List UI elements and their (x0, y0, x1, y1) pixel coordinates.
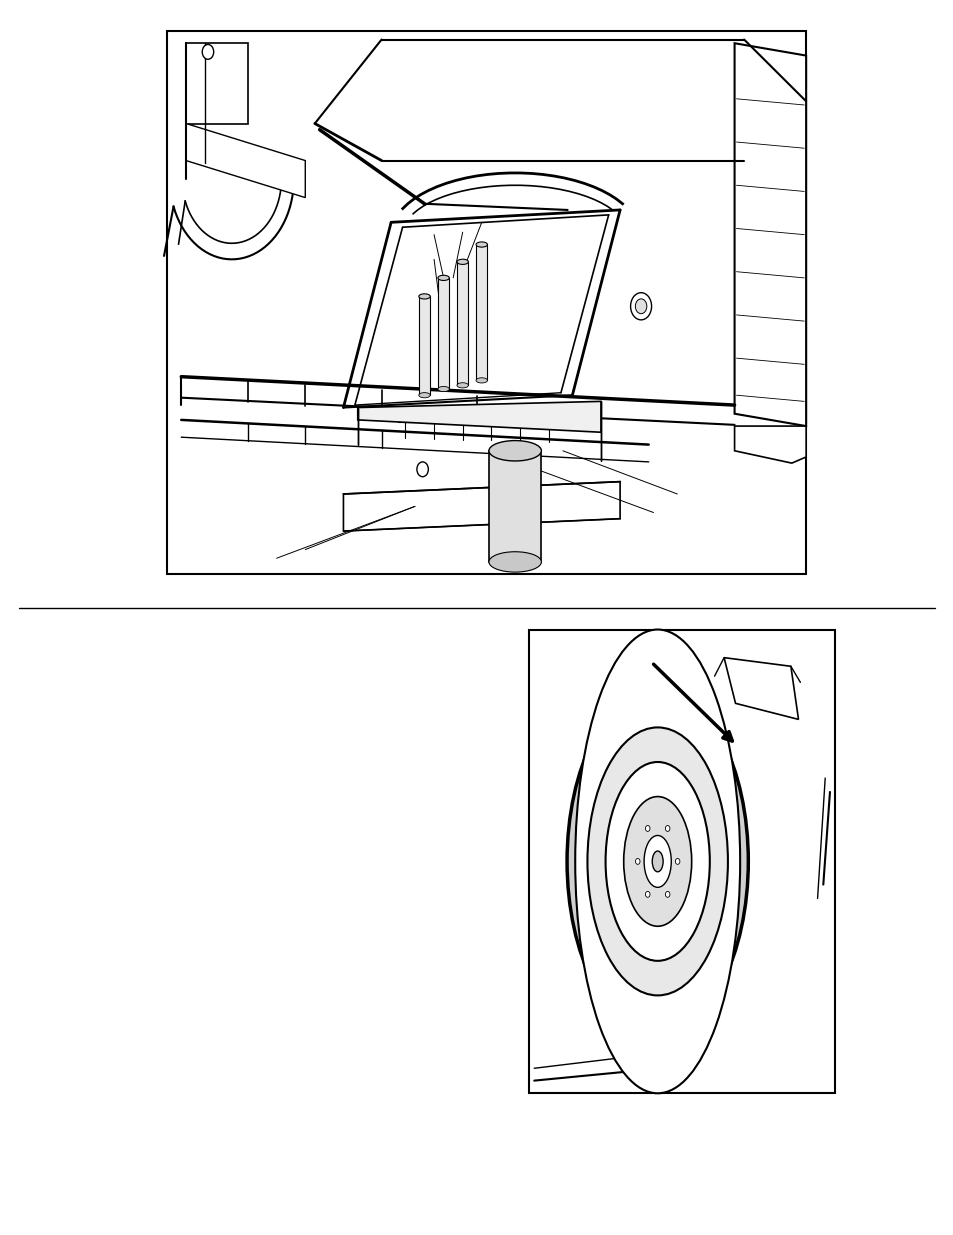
Ellipse shape (437, 275, 449, 280)
Ellipse shape (587, 727, 727, 995)
Polygon shape (343, 482, 619, 531)
Ellipse shape (418, 393, 430, 398)
Ellipse shape (476, 378, 487, 383)
Polygon shape (476, 245, 487, 380)
Polygon shape (723, 658, 798, 719)
Circle shape (635, 299, 646, 314)
Ellipse shape (488, 552, 541, 572)
Bar (167, 31, 805, 574)
Ellipse shape (488, 441, 541, 461)
Ellipse shape (605, 762, 709, 961)
Circle shape (416, 462, 428, 477)
Polygon shape (734, 426, 805, 463)
Ellipse shape (652, 851, 662, 872)
Polygon shape (186, 43, 248, 124)
Ellipse shape (623, 797, 691, 926)
Ellipse shape (456, 259, 468, 264)
Ellipse shape (566, 689, 747, 1035)
Polygon shape (418, 296, 430, 395)
Ellipse shape (575, 630, 740, 1093)
Circle shape (635, 858, 639, 864)
Ellipse shape (418, 294, 430, 299)
Circle shape (664, 892, 669, 898)
Polygon shape (456, 262, 468, 385)
Ellipse shape (643, 836, 671, 887)
Circle shape (645, 892, 649, 898)
Ellipse shape (476, 242, 487, 247)
Ellipse shape (456, 383, 468, 388)
Polygon shape (489, 451, 541, 562)
Polygon shape (734, 43, 805, 426)
Bar (529, 630, 834, 1093)
Circle shape (630, 293, 651, 320)
Circle shape (202, 44, 213, 59)
Circle shape (664, 825, 669, 831)
Circle shape (645, 825, 649, 831)
Polygon shape (437, 278, 449, 389)
Polygon shape (357, 401, 600, 432)
Polygon shape (186, 124, 305, 198)
Ellipse shape (437, 387, 449, 391)
Circle shape (675, 858, 679, 864)
